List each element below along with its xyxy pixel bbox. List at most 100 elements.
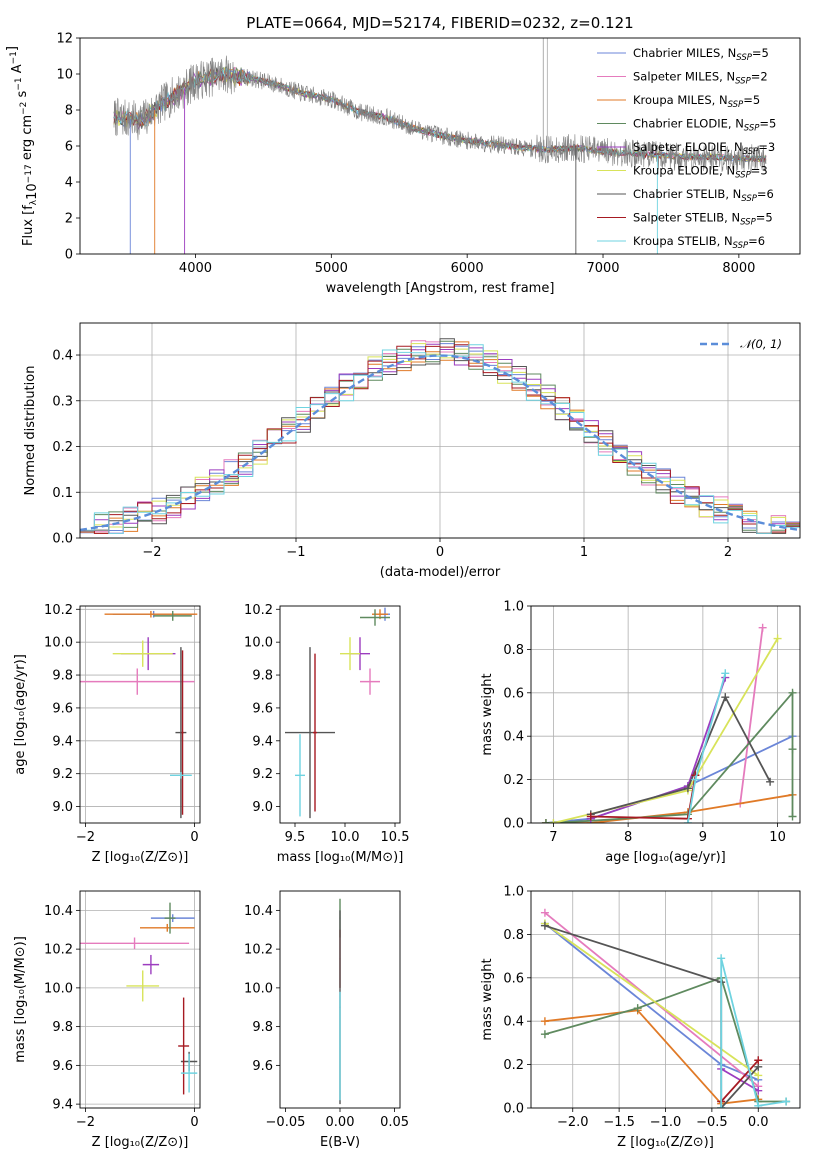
legend-sub: SSP — [743, 147, 759, 157]
y-tick-label: 9.6 — [52, 1059, 73, 1074]
y-tick-label: 10.4 — [244, 904, 273, 919]
legend-n: N — [731, 211, 740, 225]
y-tick-label: 0.3 — [52, 394, 73, 409]
y-axis-label: Flux [fλ10−17 erg cm−2 s−1 A−1] — [5, 46, 40, 246]
y-tick-label: 9.8 — [52, 669, 73, 684]
x-tick-label: 0 — [190, 1115, 198, 1130]
weight-series-line — [544, 1009, 759, 1105]
x-axis-label: Z [log₁₀(Z/Z⊙)] — [617, 1135, 714, 1150]
plot-area — [80, 610, 198, 819]
x-axis-label: age [log₁₀(age/yr)] — [605, 850, 726, 865]
y-axis-label-part: 10 — [25, 183, 40, 200]
x-tick-label: 10 — [769, 830, 786, 845]
weight-marker — [754, 1086, 763, 1095]
y-tick-label: 0.8 — [503, 928, 524, 943]
legend-n: N — [733, 187, 742, 201]
y-tick-label: 1.0 — [503, 600, 524, 615]
y-tick-label: 0.4 — [503, 730, 524, 745]
x-axis-label: E(B-V) — [320, 1135, 360, 1150]
legend-name: Chabrier STELIB, — [633, 187, 733, 201]
y-axis-label: age [log₁₀(age/yr)] — [13, 654, 28, 775]
x-tick-label: 0 — [436, 545, 444, 560]
y-axis-label: mass weight — [480, 673, 495, 755]
legend-n: N — [734, 140, 743, 154]
legend-sub: SSP — [728, 100, 744, 110]
y-tick-label: 10.2 — [44, 603, 73, 618]
y-tick-label: 10.0 — [44, 636, 73, 651]
x-axis-label: (data-model)/error — [380, 565, 501, 580]
weight-marker — [691, 775, 700, 784]
x-tick-label: 8 — [624, 830, 632, 845]
legend-n: N — [726, 70, 735, 84]
x-tick-label: −0.05 — [266, 1115, 306, 1130]
y-tick-label: 9.4 — [52, 1098, 73, 1113]
y-tick-label: 10.0 — [244, 981, 273, 996]
y-tick-label: 0.0 — [503, 817, 524, 832]
legend-name: Chabrier MILES, — [633, 46, 728, 60]
y-tick-label: 9.6 — [252, 1059, 273, 1074]
x-tick-label: 8000 — [722, 261, 755, 276]
y-tick-label: 0.2 — [503, 773, 524, 788]
legend-name: Chabrier ELODIE, — [633, 117, 735, 131]
weight-marker — [540, 1030, 549, 1039]
legend-entry: Kroupa MILES, NSSP=5 — [633, 93, 760, 110]
x-tick-label: 0 — [190, 830, 198, 845]
weight-marker — [766, 777, 775, 786]
weight-series-line — [720, 958, 787, 1108]
x-tick-label: 2 — [724, 545, 732, 560]
legend-entry: Salpeter STELIB, NSSP=5 — [633, 211, 773, 228]
y-tick-label: 0.4 — [52, 349, 73, 364]
y-axis-label: mass weight — [480, 958, 495, 1040]
weight-marker — [754, 1101, 763, 1108]
y-tick-label: 1.0 — [503, 885, 524, 900]
legend-count: =5 — [756, 211, 773, 225]
weight-marker — [540, 1017, 549, 1026]
legend-entry: Salpeter ELODIE, NSSP=3 — [633, 140, 775, 157]
weight-marker — [717, 1104, 726, 1108]
weight-marker — [782, 1097, 791, 1106]
histogram-step — [80, 344, 800, 534]
x-tick-label: 4000 — [179, 261, 212, 276]
x-tick-label: 0.05 — [380, 1115, 409, 1130]
legend-count: =6 — [757, 187, 774, 201]
y-axis-label-part: ] — [5, 46, 20, 51]
x-axis-label: mass [log₁₀(M/M⊙)] — [277, 850, 404, 865]
legend-count: =5 — [759, 117, 776, 131]
y-tick-label: 9.4 — [252, 734, 273, 749]
plot-area — [339, 898, 341, 1105]
weight-marker — [540, 908, 549, 917]
y-axis-label: Normed distribution — [23, 366, 38, 496]
axes-frame — [79, 605, 201, 824]
y-tick-label: 0.1 — [52, 486, 73, 501]
y-tick-label: 0.0 — [503, 1102, 524, 1117]
plot-area — [113, 38, 767, 254]
y-tick-label: 0.2 — [52, 440, 73, 455]
x-tick-label: −1 — [286, 545, 305, 560]
y-tick-label: 9.8 — [252, 669, 273, 684]
legend-n: N — [735, 117, 744, 131]
plot-area — [80, 902, 198, 1095]
legend-name: Kroupa ELODIE, — [633, 164, 726, 178]
normal-curve — [80, 354, 800, 532]
weight-series-line — [739, 627, 764, 804]
y-axis-label-part: A — [10, 64, 25, 77]
weight-marker — [549, 819, 558, 823]
y-axis-label-part: s — [15, 90, 30, 101]
x-tick-label: −2.0 — [557, 1115, 589, 1130]
legend-sub: SSP — [740, 218, 756, 228]
y-tick-label: 6 — [65, 140, 73, 155]
observed-spectrum-line — [113, 55, 767, 173]
legend-count: =3 — [751, 164, 768, 178]
legend-entry: Chabrier ELODIE, NSSP=5 — [633, 117, 776, 134]
weight-series-line — [720, 1059, 759, 1103]
age-vs-mass-panel: 9.5 10.0 10.5 9.0 9.2 9.4 9.6 9.8 10.0 10.2 mass [… — [244, 603, 409, 865]
plot-area — [540, 908, 791, 1108]
y-tick-label: 0.6 — [503, 971, 524, 986]
weight-marker — [586, 812, 595, 821]
x-tick-label: 0.00 — [326, 1115, 355, 1130]
axes-frame — [530, 605, 801, 824]
legend-sub: SSP — [735, 77, 751, 87]
age-vs-metallicity-panel: −2 0 9.0 9.2 9.4 9.6 9.8 10.0 10.2 Z [log₁₀(Z/Z⊙)… — [13, 603, 201, 865]
y-axis-label-part: erg cm — [20, 115, 35, 164]
